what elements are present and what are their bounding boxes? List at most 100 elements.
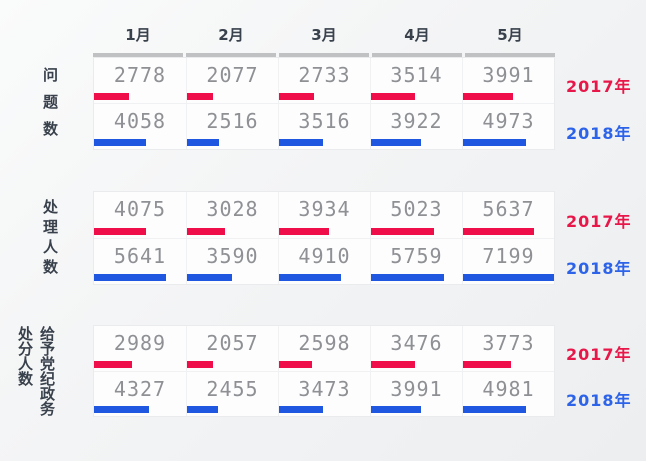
legend-2018-label: 2018年 <box>566 123 632 143</box>
data-cell: 2778 <box>94 58 186 103</box>
bar-2017 <box>279 93 314 100</box>
underline-segment <box>279 53 369 57</box>
series-row-2018: 5641 3590 4910 5759 7199 <box>94 237 554 285</box>
value-label: 4910 <box>298 243 351 268</box>
value-label: 3590 <box>206 243 259 268</box>
value-label: 3991 <box>482 63 535 87</box>
value-label: 3922 <box>390 109 443 133</box>
bar-2018 <box>371 274 444 281</box>
group-handled-count: 处理人数 4075 3028 3934 5023 5637 5641 3590 … <box>0 191 646 285</box>
value-label: 2077 <box>206 63 259 87</box>
bar-2018 <box>371 406 422 413</box>
data-cell: 3590 <box>186 238 278 284</box>
group-title: 问题数 <box>41 67 59 148</box>
data-cell: 3476 <box>370 326 462 371</box>
bar-2017 <box>187 93 214 100</box>
data-cell: 3473 <box>278 371 370 416</box>
bar-2017 <box>279 227 329 235</box>
value-label: 2989 <box>113 331 167 355</box>
legend-2017-label: 2017年 <box>566 345 632 364</box>
bar-2017 <box>279 360 312 368</box>
data-cell: 4973 <box>462 104 554 149</box>
data-panel: 4075 3028 3934 5023 5637 5641 3590 4910 … <box>93 191 555 285</box>
data-cell: 3516 <box>278 104 370 149</box>
data-cell: 3514 <box>370 58 462 103</box>
series-row-2017: 2989 2057 2598 3476 3773 <box>94 326 554 371</box>
legend-2018-label: 2018年 <box>566 391 632 410</box>
bar-2018 <box>371 139 421 146</box>
data-panel: 2778 2077 2733 3514 3991 4058 2516 3516 … <box>93 57 555 150</box>
data-cell: 3773 <box>462 326 554 371</box>
data-cell: 3991 <box>462 58 554 103</box>
data-cell: 5759 <box>370 238 462 284</box>
value-label: 5637 <box>482 197 535 221</box>
bar-2018 <box>187 274 233 281</box>
value-label: 3773 <box>482 331 535 355</box>
series-row-2018: 4058 2516 3516 3922 4973 <box>94 103 554 149</box>
value-label: 7199 <box>482 243 535 268</box>
data-cell: 2077 <box>186 58 278 103</box>
value-label: 3473 <box>298 376 351 401</box>
bar-2017 <box>187 360 213 368</box>
months-header: 1月 2月 3月 4月 5月 <box>93 24 555 45</box>
series-row-2018: 4327 2455 3473 3991 4981 <box>94 370 554 417</box>
bar-2018 <box>94 406 150 413</box>
value-label: 4327 <box>113 376 167 401</box>
data-cell: 3934 <box>278 192 370 238</box>
data-cell: 4910 <box>278 238 370 284</box>
data-cell: 4327 <box>94 372 186 417</box>
value-label: 3476 <box>390 331 443 355</box>
bar-2018 <box>187 406 219 413</box>
data-cell: 2598 <box>278 326 370 371</box>
month-label: 4月 <box>404 26 430 44</box>
data-cell: 5641 <box>94 239 186 285</box>
bar-2017 <box>94 93 130 100</box>
underline-segment <box>186 53 276 57</box>
group-title: 处理人数 <box>41 199 59 279</box>
value-label: 5023 <box>390 197 443 221</box>
data-cell: 5637 <box>462 192 554 238</box>
value-label: 4075 <box>113 197 167 221</box>
series-row-2017: 4075 3028 3934 5023 5637 <box>94 192 554 238</box>
underline-segment <box>465 53 555 57</box>
bar-2017 <box>463 360 511 368</box>
legend-2017-label: 2017年 <box>566 77 632 97</box>
bar-2017 <box>463 93 514 100</box>
header-underline <box>93 53 555 57</box>
legend-2017-label: 2017年 <box>566 211 632 231</box>
group-title: 给予党纪政务处分人数 <box>16 326 56 416</box>
data-cell: 5023 <box>370 192 462 238</box>
year-legend: 2017年 2018年 <box>566 191 646 285</box>
value-label: 3991 <box>390 376 443 401</box>
value-label: 3028 <box>206 197 259 221</box>
bar-2018 <box>94 274 167 281</box>
value-label: 5759 <box>390 243 443 268</box>
data-cell: 4058 <box>94 104 186 149</box>
bar-2017 <box>94 227 147 235</box>
value-label: 3934 <box>298 197 351 221</box>
bar-2018 <box>187 139 219 146</box>
value-label: 2057 <box>206 331 259 355</box>
data-cell: 2455 <box>186 371 278 416</box>
bar-2017 <box>94 360 133 368</box>
month-label: 3月 <box>311 26 337 44</box>
data-cell: 4075 <box>94 192 186 238</box>
legend-2018-label: 2018年 <box>566 258 632 278</box>
month-label: 2月 <box>218 26 244 44</box>
year-legend: 2017年 2018年 <box>566 325 646 417</box>
data-cell: 3922 <box>370 104 462 149</box>
data-cell: 7199 <box>462 238 554 284</box>
bar-2017 <box>371 360 415 368</box>
underline-segment <box>372 53 462 57</box>
bar-2018 <box>463 274 554 281</box>
value-label: 5641 <box>113 243 167 268</box>
value-label: 3516 <box>298 109 351 133</box>
value-label: 2733 <box>298 63 351 87</box>
series-row-2017: 2778 2077 2733 3514 3991 <box>94 58 554 103</box>
data-cell: 3991 <box>370 371 462 416</box>
year-legend: 2017年 2018年 <box>566 57 646 150</box>
group-sanctioned-count: 给予党纪政务处分人数 2989 2057 2598 3476 3773 4327… <box>0 325 646 417</box>
data-cell: 2057 <box>186 326 278 371</box>
value-label: 4981 <box>482 376 535 401</box>
